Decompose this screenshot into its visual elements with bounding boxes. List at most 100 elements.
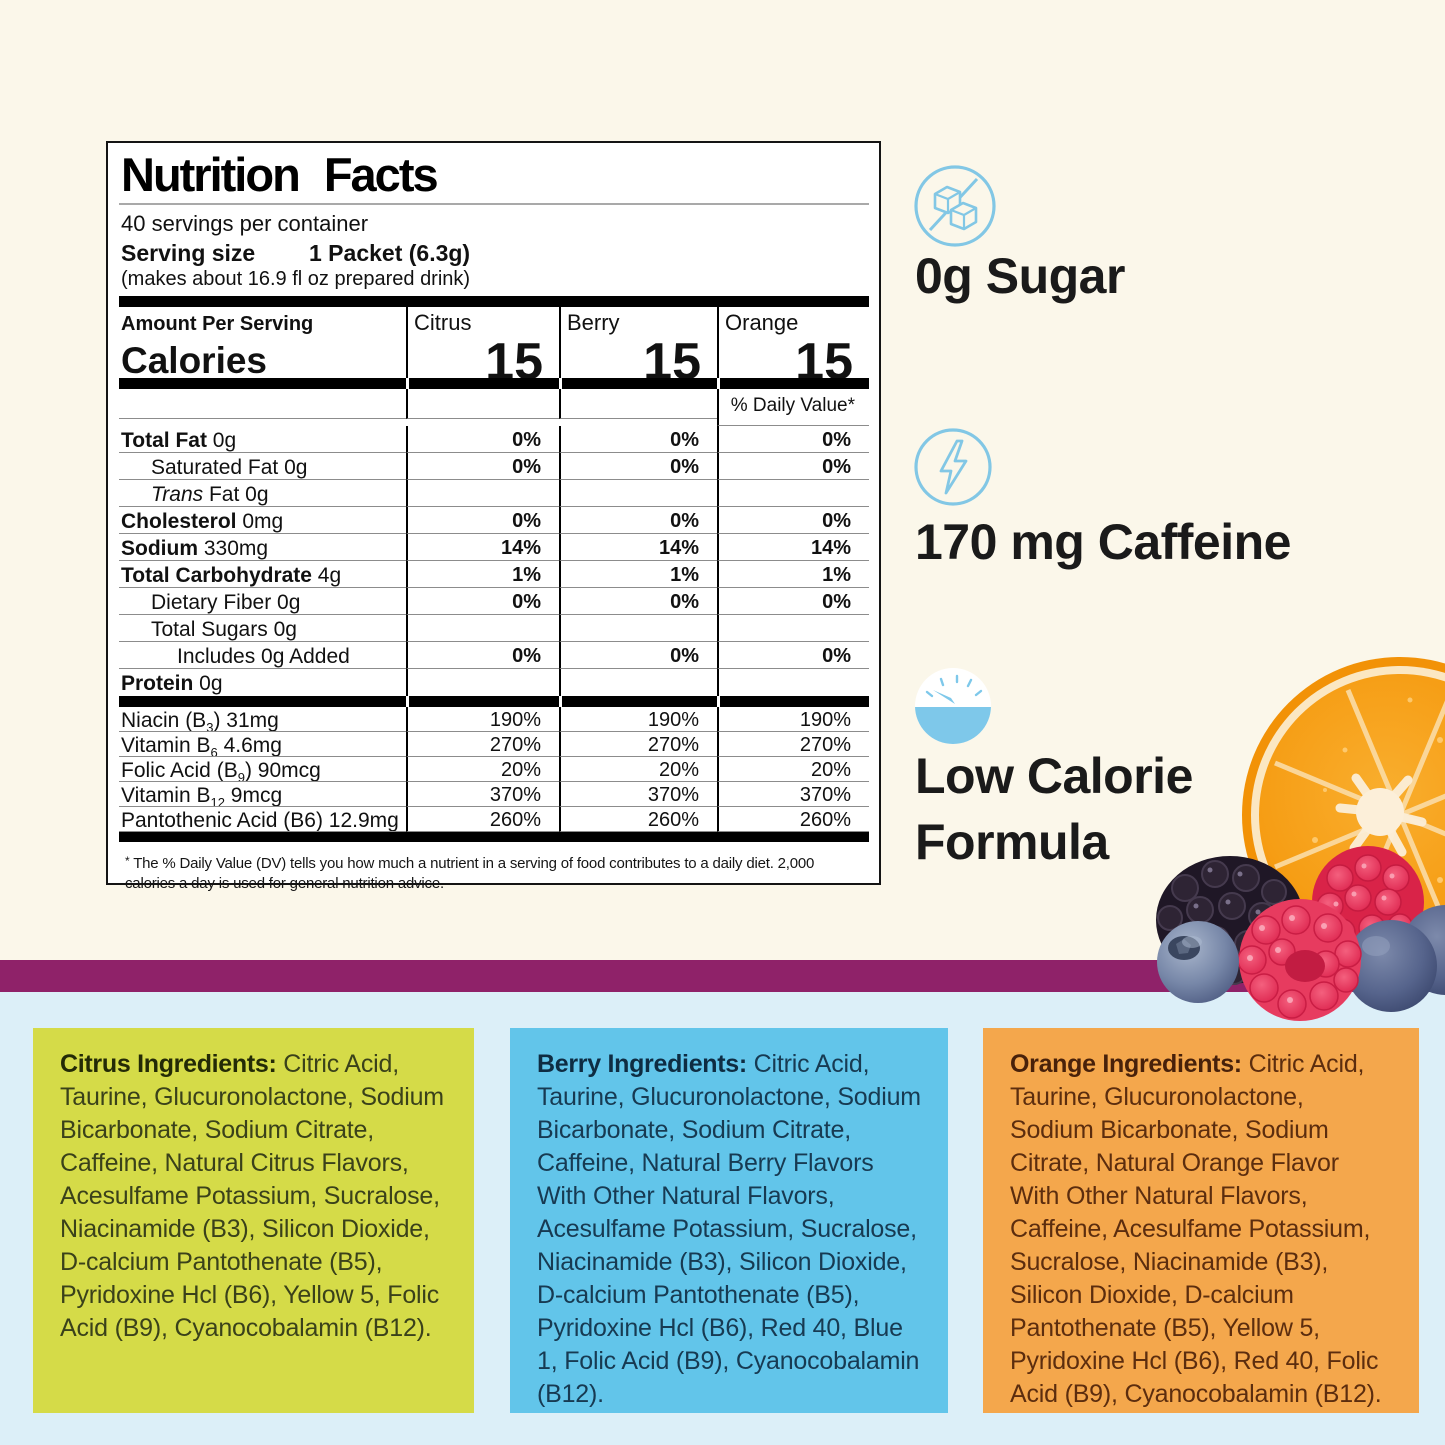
dv-value	[406, 615, 559, 643]
nutrient-label: Dietary Fiber 0g	[151, 591, 301, 615]
dv-value	[717, 615, 869, 643]
berry-ingredients-box: Berry Ingredients: Citric Acid, Taurine,…	[510, 1028, 948, 1413]
dv-value: 0%	[717, 507, 869, 535]
dv-value	[406, 669, 559, 697]
citrus-ingredients-text: Citric Acid, Taurine, Glucuronolactone, …	[60, 1050, 444, 1342]
orange-slice-image	[1242, 657, 1445, 973]
empty-cell	[559, 389, 717, 420]
vitamin-label: Vitamin B	[121, 784, 211, 808]
empty-cell	[119, 389, 406, 420]
dv-value: 14%	[559, 534, 717, 562]
vitamin-label: Niacin (B	[121, 709, 207, 733]
no-sugar-icon	[914, 165, 996, 247]
nutrient-label: Cholesterol	[121, 510, 237, 534]
dv-value: 14%	[717, 534, 869, 562]
dv-value	[717, 669, 869, 697]
nutrient-label: Includes 0g Added Sugars	[177, 645, 350, 669]
nutrient-label: Sodium	[121, 537, 198, 561]
dv-value: 270%	[406, 732, 559, 758]
feature-low-calorie-label: Low Calorie Formula	[915, 748, 1193, 870]
dv-value: 0%	[717, 426, 869, 454]
nutrient-label: Total Fat	[121, 429, 207, 453]
dv-value: 270%	[717, 732, 869, 758]
serving-size-label: Serving size	[121, 240, 256, 267]
vitamin-label: Folic Acid (B	[121, 759, 238, 783]
dv-value: 370%	[717, 782, 869, 808]
berry-ingredients-heading: Berry Ingredients:	[537, 1050, 747, 1078]
nutrition-facts-panel: Nutrition Facts 40 servings per containe…	[106, 141, 881, 892]
thick-rule-segment	[119, 696, 406, 708]
thick-rule	[119, 832, 869, 843]
blueberry-front-left-image	[1157, 921, 1239, 1003]
thick-rule-segment	[559, 378, 717, 390]
vitamin-label: Pantothenic Acid (B6) 12.9mg	[121, 809, 399, 833]
serving-size-row: Serving size 1 Packet (6.3g)	[121, 240, 869, 267]
lightning-bolt-icon	[914, 428, 992, 506]
dv-value: 260%	[559, 807, 717, 833]
blueberry-right-image	[1345, 920, 1437, 1012]
dv-value: 20%	[406, 757, 559, 783]
raspberry-front-image	[1237, 899, 1362, 1021]
thick-rule-segment	[119, 378, 406, 390]
feature-sugar-label: 0g Sugar	[915, 248, 1125, 304]
orange-ingredients-text: Citric Acid, Taurine, Glucuronolactone, …	[1010, 1050, 1382, 1408]
divider	[119, 202, 869, 205]
dv-value: 0%	[559, 507, 717, 535]
serving-size-value: 1 Packet (6.3g)	[309, 240, 471, 267]
nutrition-table: Amount Per Serving Calories Citrus 15 Be…	[119, 307, 869, 833]
dv-value: 1%	[717, 561, 869, 589]
low-calorie-gauge-icon	[915, 668, 991, 744]
nutrition-facts-title: Nutrition Facts	[121, 148, 439, 201]
thick-rule-segment	[406, 378, 559, 390]
daily-value-header: % Daily Value*	[717, 389, 869, 427]
berry-ingredients-text: Citric Acid, Taurine, Glucuronolactone, …	[537, 1050, 921, 1408]
dv-value	[406, 480, 559, 508]
orange-ingredients-box: Orange Ingredients: Citric Acid, Taurine…	[983, 1028, 1419, 1413]
thick-rule-segment	[717, 378, 869, 390]
dv-value: 0%	[406, 507, 559, 535]
calories-header-cell: Amount Per Serving Calories	[119, 307, 406, 378]
calories-value: 15	[643, 333, 701, 379]
dv-value: 370%	[406, 782, 559, 808]
dv-value: 0%	[559, 453, 717, 481]
serving-note: (makes about 16.9 fl oz prepared drink)	[121, 268, 471, 291]
nutrient-label: Total Sugars 0g	[151, 618, 297, 642]
dv-value: 0%	[717, 588, 869, 616]
dv-value: 20%	[559, 757, 717, 783]
feature-caffeine-label: 170 mg Caffeine	[915, 514, 1291, 570]
dv-value: 0%	[717, 642, 869, 670]
thick-rule-segment	[559, 696, 717, 708]
dv-value: 0%	[559, 588, 717, 616]
dv-value: 1%	[559, 561, 717, 589]
citrus-ingredients-box: Citrus Ingredients: Citric Acid, Taurine…	[33, 1028, 474, 1413]
servings-per-container: 40 servings per container	[121, 210, 369, 236]
flavor-name: Orange	[725, 310, 799, 336]
flavor-name: Berry	[567, 310, 620, 336]
dv-value: 20%	[717, 757, 869, 783]
calories-value: 15	[485, 333, 543, 379]
dv-value: 1%	[406, 561, 559, 589]
dv-value	[717, 480, 869, 508]
dv-value: 0%	[406, 642, 559, 670]
dv-value	[559, 480, 717, 508]
dv-value: 0%	[406, 453, 559, 481]
nutrient-label: Trans	[151, 483, 204, 507]
vitamin-label: Vitamin B	[121, 734, 211, 758]
flavor-column-orange: Orange 15	[717, 307, 869, 379]
nutrient-label: Saturated Fat 0g	[151, 456, 308, 480]
dv-value: 260%	[406, 807, 559, 833]
citrus-ingredients-heading: Citrus Ingredients:	[60, 1050, 277, 1078]
daily-value-footnote: * The % Daily Value (DV) tells you how m…	[125, 854, 815, 893]
nutrient-label: Total Carbohydrate	[121, 564, 312, 588]
dv-value: 370%	[559, 782, 717, 808]
flavor-name: Citrus	[414, 310, 472, 336]
dv-value: 0%	[406, 426, 559, 454]
dv-value: 0%	[717, 453, 869, 481]
dv-value: 0%	[559, 426, 717, 454]
dv-value	[559, 669, 717, 697]
dv-value: 190%	[406, 707, 559, 733]
fruit-image	[1156, 657, 1445, 1021]
dv-value: 190%	[717, 707, 869, 733]
nutrient-label: Protein	[121, 672, 194, 696]
